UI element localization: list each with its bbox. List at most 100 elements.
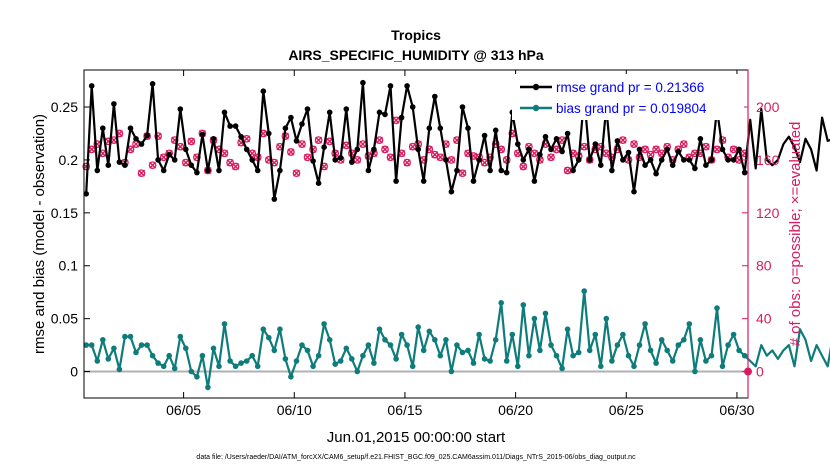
bias-point <box>321 321 327 327</box>
bias-point <box>531 315 538 322</box>
rmse-point <box>116 159 123 165</box>
rmse-point <box>420 178 427 184</box>
rmse-point <box>155 157 161 163</box>
obs-possible-point <box>314 136 323 144</box>
obs-evaluated-point <box>553 145 561 153</box>
rmse-point <box>304 106 311 112</box>
obs-evaluated-point <box>652 145 660 153</box>
rmse-point <box>487 167 493 174</box>
bias-point <box>133 349 139 356</box>
obs-evaluated-point <box>298 140 306 148</box>
x-tick-label: 06/05 <box>166 402 201 418</box>
bias-point <box>94 358 101 364</box>
obs-evaluated-point <box>530 149 538 157</box>
rmse-point <box>592 141 599 147</box>
rmse-point <box>498 167 505 174</box>
obs-possible-point <box>652 145 660 154</box>
y-left-tick-label: 0.2 <box>59 152 79 168</box>
rmse-point <box>122 162 128 168</box>
x-tick-label: 06/15 <box>387 402 422 418</box>
rmse-point <box>243 146 250 153</box>
obs-possible-point <box>292 169 301 178</box>
y-right-tick-label: 160 <box>756 152 780 168</box>
bias-point <box>171 365 178 372</box>
obs-evaluated-point <box>375 136 383 144</box>
rmse-point <box>564 130 571 137</box>
rmse-point <box>271 196 278 202</box>
rmse-point <box>548 146 554 153</box>
bias-point <box>703 358 709 364</box>
bias-point <box>636 342 643 348</box>
obs-evaluated-point <box>409 143 417 151</box>
obs-evaluated-point <box>619 136 627 144</box>
obs-evaluated-point <box>160 153 168 161</box>
bias-point <box>492 337 499 343</box>
bias-point <box>581 288 587 294</box>
bias-point <box>387 342 394 348</box>
rmse-point <box>365 167 372 174</box>
legend-bias-marker <box>532 104 540 112</box>
y-right-tick-label: 40 <box>756 311 772 327</box>
rmse-point <box>575 157 582 163</box>
obs-possible-point <box>159 153 168 162</box>
bias-point <box>730 331 737 338</box>
obs-evaluated-point <box>315 136 323 144</box>
chart-subtitle: AIRS_SPECIFIC_HUMIDITY @ 313 hPa <box>288 47 544 63</box>
bias-point <box>216 363 222 370</box>
rmse-point <box>382 111 388 118</box>
bias-point <box>498 300 505 306</box>
x-tick-label: 06/25 <box>609 402 644 418</box>
bias-point <box>254 363 261 370</box>
rmse-point <box>409 104 416 110</box>
obs-evaluated-point <box>647 151 655 159</box>
rmse-point <box>492 127 499 134</box>
data-file-footnote: data file: /Users/raeder/DAI/ATM_forcXX/… <box>196 454 636 461</box>
obs-evaluated-point <box>392 116 400 124</box>
obs-evaluated-point <box>447 156 455 164</box>
rmse-point <box>100 125 106 131</box>
rmse-point <box>349 159 355 165</box>
rmse-point <box>166 151 172 158</box>
bias-point <box>509 331 516 338</box>
bias-point <box>476 331 482 338</box>
y-axis-right-label: # of obs: o=possible; ×=evaluated <box>787 122 804 347</box>
obs-possible-point <box>298 140 306 148</box>
rmse-point <box>232 123 239 129</box>
bias-point <box>332 361 339 367</box>
rmse-point <box>337 155 344 161</box>
bias-point <box>194 374 200 380</box>
obs-evaluated-point <box>387 153 395 161</box>
bias-point <box>575 349 582 356</box>
rmse-point <box>719 146 726 153</box>
x-axis: 06/05 06/10 06/15 06/20 06/25 06/30 <box>166 70 755 418</box>
obs-possible-point <box>148 161 157 170</box>
rmse-point <box>437 125 444 131</box>
bias-point <box>105 356 112 362</box>
obs-evaluated-point <box>547 153 555 161</box>
bias-point <box>293 358 300 364</box>
obs-possible-point <box>547 153 555 162</box>
obs-evaluated-point <box>359 140 367 148</box>
obs-evaluated-point <box>304 153 312 161</box>
rmse-point <box>454 167 460 174</box>
rmse-point <box>542 133 549 140</box>
rmse-point <box>647 157 654 163</box>
bias-point <box>243 358 250 364</box>
bias-point <box>371 360 377 366</box>
obs-evaluated-point <box>326 137 334 145</box>
obs-evaluated-point <box>243 135 251 143</box>
bias-point <box>537 347 543 354</box>
rmse-point <box>293 138 300 144</box>
obs-possible-point <box>137 169 146 178</box>
rmse-point <box>183 146 189 153</box>
rmse-point <box>692 165 698 172</box>
y-left-tick-label: 0.15 <box>51 205 78 221</box>
rmse-point <box>326 109 333 116</box>
bias-point <box>271 347 278 354</box>
obs-possible-point <box>231 162 240 171</box>
obs-evaluated-point <box>431 151 439 159</box>
bias-point <box>692 368 698 375</box>
bias-point <box>88 342 95 348</box>
rmse-point <box>598 162 604 168</box>
rmse-point <box>210 136 217 142</box>
